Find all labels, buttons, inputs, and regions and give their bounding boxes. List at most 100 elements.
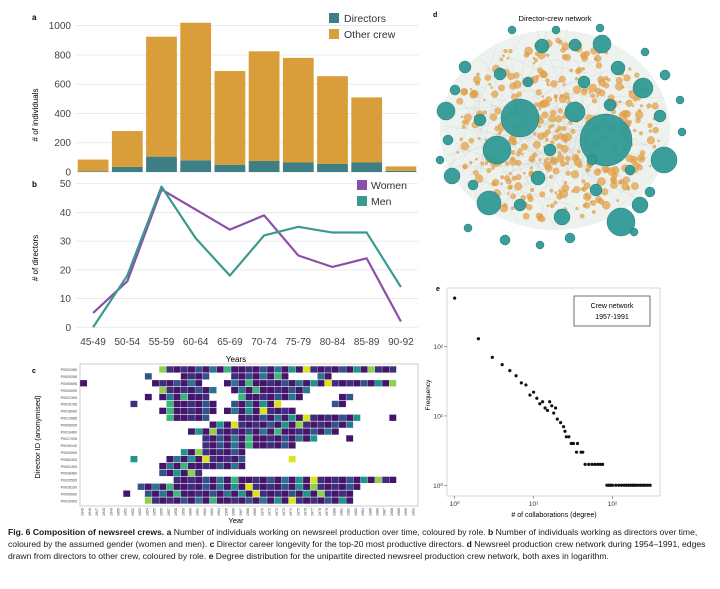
heatmap-cell xyxy=(166,497,174,504)
network-node-crew xyxy=(561,42,570,51)
network-node-crew xyxy=(558,189,561,193)
network-node-crew xyxy=(557,80,560,83)
network-node-crew xyxy=(634,72,640,78)
network-node-crew xyxy=(616,199,620,202)
network-node-director xyxy=(499,234,511,246)
heatmap-cell xyxy=(238,490,246,497)
heatmap-cell xyxy=(317,428,325,435)
heatmap-cell xyxy=(231,373,239,380)
network-node-crew xyxy=(553,95,558,100)
panel-e-y-tick-label: 10⁰ xyxy=(433,482,443,490)
heatmap-cell xyxy=(159,469,167,477)
scatter-point xyxy=(571,441,576,446)
heatmap-cell xyxy=(209,449,217,456)
heatmap-cell xyxy=(202,490,210,497)
heatmap-cell xyxy=(216,366,224,373)
heatmap-cell xyxy=(166,414,174,421)
caption-c-text: Director career longevity for the top-20… xyxy=(214,539,467,550)
panel-c-x-tick-label: 1949 xyxy=(109,508,113,516)
legend-box-line-1: Crew network xyxy=(591,303,634,310)
panel-c-x-tick-label: 1978 xyxy=(318,508,322,516)
heatmap-cell xyxy=(173,393,181,401)
heatmap-cell xyxy=(202,373,210,380)
heatmap-cell xyxy=(238,366,246,373)
heatmap-cell xyxy=(274,387,282,394)
network-node-crew xyxy=(545,157,550,161)
bar-directors-75-79 xyxy=(282,162,314,172)
heatmap-cell xyxy=(238,483,246,490)
heatmap-cell xyxy=(223,442,231,449)
network-node-crew xyxy=(504,161,510,166)
network-node-director xyxy=(530,170,546,186)
heatmap-cell xyxy=(339,497,346,504)
heatmap-cell xyxy=(303,366,310,373)
heatmap-cell xyxy=(339,414,346,421)
scatter-point xyxy=(643,483,647,487)
heatmap-cell xyxy=(166,366,174,373)
panel-a-y-tick-label: 400 xyxy=(54,109,71,120)
network-node-director xyxy=(553,208,571,226)
heatmap-cell xyxy=(295,414,303,421)
heatmap-cell xyxy=(324,373,332,380)
heatmap-cell xyxy=(216,449,224,456)
heatmap-cell xyxy=(231,366,239,373)
panel-c-row-label: P0029595 xyxy=(61,479,77,483)
heatmap-cell xyxy=(216,462,224,470)
network-node-crew xyxy=(546,204,550,208)
heatmap-cell xyxy=(303,414,310,421)
network-node-director xyxy=(650,146,678,174)
scatter-point xyxy=(563,429,567,433)
scatter-point xyxy=(596,462,600,466)
heatmap-cell xyxy=(245,414,253,421)
network-node-crew xyxy=(580,187,585,191)
heatmap-cell xyxy=(195,400,203,408)
heatmap-cell xyxy=(317,483,325,490)
scatter-point xyxy=(567,435,571,439)
bar-other-crew-85-89 xyxy=(351,97,383,163)
network-node-crew xyxy=(472,169,479,176)
network-node-crew xyxy=(631,159,638,166)
legend-women-label: Women xyxy=(371,180,407,192)
caption-a-letter: a xyxy=(166,527,172,537)
network-node-crew xyxy=(636,164,643,171)
heatmap-cell xyxy=(252,373,260,380)
network-node-crew xyxy=(646,136,655,145)
heatmap-cell xyxy=(188,393,195,401)
network-edge xyxy=(477,79,485,174)
heatmap-cell xyxy=(216,476,224,483)
panel-c-row-label: P0019460 xyxy=(61,430,77,434)
heatmap-cell xyxy=(281,387,289,394)
heatmap-cell xyxy=(281,476,289,483)
heatmap-cell xyxy=(195,490,203,497)
network-node-crew xyxy=(514,182,523,191)
bar-other-crew-60-64 xyxy=(180,22,212,161)
panel-c-x-tick-label: 1962 xyxy=(203,508,207,516)
heatmap-cell xyxy=(267,393,275,401)
scatter-point xyxy=(519,381,523,385)
heatmap-cell xyxy=(331,483,339,490)
bar-directors-80-84 xyxy=(317,163,348,172)
panel-b-x-tick-label: 50-54 xyxy=(115,337,141,348)
caption-d-text: Newsreel production crew network during … xyxy=(8,539,706,562)
heatmap-cell xyxy=(303,483,310,490)
caption-a-text: Number of individuals working on newsree… xyxy=(171,527,489,537)
network-node-crew xyxy=(534,51,539,56)
panel-c-x-tick-label: 1968 xyxy=(246,508,250,516)
network-node-crew xyxy=(610,181,618,189)
network-node-crew xyxy=(573,186,581,194)
network-node-crew xyxy=(534,102,539,107)
heatmap-cell xyxy=(295,380,303,387)
panel-b-y-tick-label: 50 xyxy=(60,179,72,190)
heatmap-cell xyxy=(324,414,332,421)
panel-e-label: e xyxy=(436,286,440,293)
network-node-director xyxy=(577,75,591,89)
panel-b-x-tick-label: 75-79 xyxy=(286,337,312,348)
panel-d-title: Director-crew network xyxy=(519,14,592,23)
caption-b-letter: b xyxy=(488,527,494,537)
heatmap-cell xyxy=(295,483,303,490)
heatmap-cell xyxy=(209,421,217,428)
heatmap-cell xyxy=(295,497,303,504)
heatmap-cell xyxy=(288,393,296,401)
heatmap-cell xyxy=(274,490,282,497)
